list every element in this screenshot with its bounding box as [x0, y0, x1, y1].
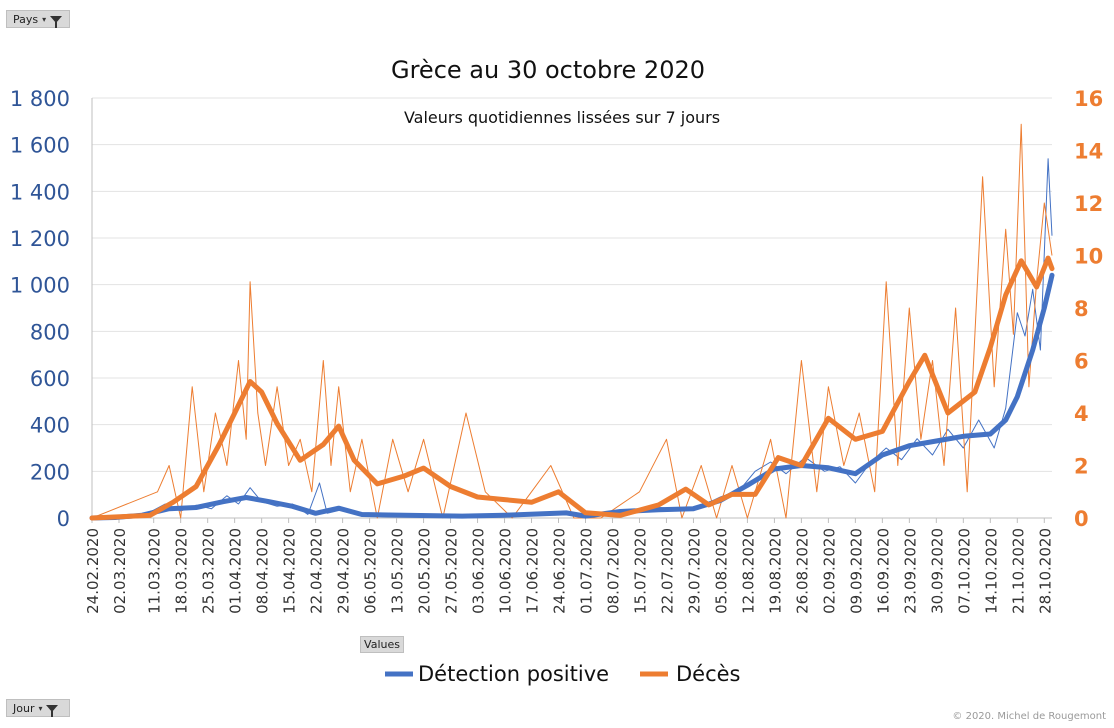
x-tick-label: 09.09.2020	[847, 528, 865, 614]
right-axis-tick-label: 0	[1074, 507, 1089, 531]
x-tick-label: 11.03.2020	[146, 528, 164, 614]
left-axis-tick-label: 600	[30, 367, 70, 391]
x-tick-label: 12.08.2020	[739, 528, 757, 614]
pays-filter-label: Pays	[13, 12, 39, 26]
filter-icon	[50, 15, 63, 28]
x-tick-label: 22.07.2020	[658, 528, 676, 614]
right-axis-tick-label: 8	[1074, 297, 1089, 321]
x-tick-label: 29.07.2020	[685, 528, 703, 614]
x-tick-label: 02.03.2020	[111, 528, 129, 614]
right-axis-tick-label: 2	[1074, 455, 1089, 479]
dropdown-arrow-icon: ▾	[38, 703, 43, 713]
right-axis-tick-label: 6	[1074, 350, 1089, 374]
legend: Détection positive Décès	[385, 662, 741, 686]
x-tick-label: 20.05.2020	[416, 528, 434, 614]
x-tick-label: 25.03.2020	[200, 528, 218, 614]
x-tick-label: 28.10.2020	[1036, 528, 1054, 614]
left-axis-ticks: 0 200 400 600 800 1 000 1 200 1 400 1 600 1 800	[10, 87, 70, 531]
left-axis-tick-label: 1 000	[10, 274, 70, 298]
x-tick-label: 06.05.2020	[362, 528, 380, 614]
x-tick-label: 05.08.2020	[712, 528, 730, 614]
left-axis-tick-label: 1 600	[10, 134, 70, 158]
x-tick-label: 22.04.2020	[308, 528, 326, 614]
values-field-button[interactable]: Values	[360, 636, 404, 653]
x-tick-label: 24.06.2020	[551, 528, 569, 614]
dropdown-arrow-icon: ▾	[42, 14, 47, 24]
chart-title: Grèce au 30 octobre 2020	[391, 56, 705, 84]
filter-icon	[46, 704, 59, 717]
series-deaths-daily	[91, 123, 1053, 519]
x-tick-label: 15.07.2020	[631, 528, 649, 614]
x-tick-label: 19.08.2020	[766, 528, 784, 614]
left-axis-tick-label: 200	[30, 460, 70, 484]
jour-filter-label: Jour	[13, 701, 35, 715]
legend-label-deaths: Décès	[676, 662, 741, 686]
x-tick-label: 03.06.2020	[470, 528, 488, 614]
x-tick-label: 08.04.2020	[254, 528, 272, 614]
x-tick-label: 13.05.2020	[389, 528, 407, 614]
right-axis-tick-label: 14	[1074, 140, 1103, 164]
x-tick-label: 01.07.2020	[577, 528, 595, 614]
chart-subtitle: Valeurs quotidiennes lissées sur 7 jours	[404, 108, 720, 127]
values-field-label: Values	[364, 638, 400, 651]
right-axis-tick-label: 10	[1074, 245, 1103, 269]
x-axis-ticks: 24.02.2020 02.03.2020 11.03.2020 18.03.2020…	[84, 518, 1054, 614]
series-positive-daily	[91, 158, 1053, 519]
x-tick-label: 07.10.2020	[955, 528, 973, 614]
x-tick-label: 14.10.2020	[982, 528, 1000, 614]
series-positive-smoothed	[89, 272, 1055, 521]
x-tick-label: 10.06.2020	[497, 528, 515, 614]
x-tick-label: 30.09.2020	[928, 528, 946, 614]
x-tick-label: 08.07.2020	[604, 528, 622, 614]
right-axis-tick-label: 4	[1074, 402, 1089, 426]
x-tick-label: 18.03.2020	[173, 528, 191, 614]
x-tick-label: 16.09.2020	[874, 528, 892, 614]
series-deaths-smoothed	[89, 255, 1055, 521]
x-tick-label: 23.09.2020	[901, 528, 919, 614]
x-tick-label: 02.09.2020	[820, 528, 838, 614]
grid-lines	[91, 97, 1052, 519]
left-axis-tick-label: 400	[30, 414, 70, 438]
x-tick-label: 17.06.2020	[524, 528, 542, 614]
x-tick-label: 26.08.2020	[793, 528, 811, 614]
left-axis-tick-label: 1 200	[10, 227, 70, 251]
left-axis-tick-label: 1 800	[10, 87, 70, 111]
jour-filter-button[interactable]: Jour ▾	[6, 699, 70, 717]
copyright-text: © 2020. Michel de Rougemont	[952, 711, 1106, 722]
x-tick-label: 24.02.2020	[84, 528, 102, 614]
legend-label-positive: Détection positive	[418, 662, 609, 686]
series-lines	[89, 123, 1055, 521]
right-axis-ticks: 0 2 4 6 8 10 12 14 16	[1074, 87, 1103, 531]
right-axis-tick-label: 12	[1074, 192, 1103, 216]
x-tick-label: 27.05.2020	[443, 528, 461, 614]
left-axis-tick-label: 800	[30, 320, 70, 344]
left-axis-tick-label: 1 400	[10, 180, 70, 204]
x-tick-label: 15.04.2020	[281, 528, 299, 614]
right-axis-tick-label: 16	[1074, 87, 1103, 111]
left-axis-tick-label: 0	[57, 507, 70, 531]
x-tick-label: 21.10.2020	[1009, 528, 1027, 614]
x-tick-label: 01.04.2020	[227, 528, 245, 614]
x-tick-label: 29.04.2020	[335, 528, 353, 614]
pays-filter-button[interactable]: Pays ▾	[6, 10, 70, 28]
